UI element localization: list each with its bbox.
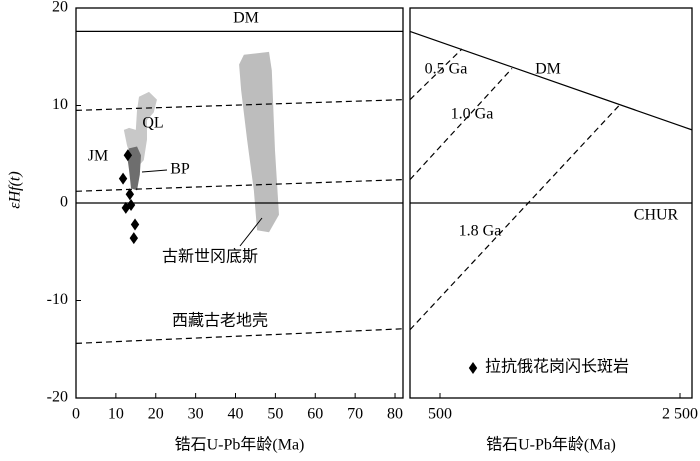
y-axis-label: εHf(t) bbox=[7, 171, 24, 208]
point bbox=[129, 232, 139, 245]
reference-line bbox=[409, 68, 513, 181]
x-tick-label: 0 bbox=[72, 406, 80, 423]
point bbox=[126, 198, 136, 211]
x-tick-label: 30 bbox=[188, 406, 204, 423]
reference-line bbox=[409, 48, 463, 101]
x-tick-label: 20 bbox=[148, 406, 164, 423]
line-label: 西藏古老地壳 bbox=[172, 312, 268, 330]
field bbox=[127, 146, 142, 191]
field bbox=[239, 51, 279, 233]
legend-marker bbox=[468, 362, 478, 374]
field-label: BP bbox=[170, 161, 190, 178]
point bbox=[125, 188, 135, 201]
x-tick-label: 80 bbox=[387, 406, 403, 423]
annotation: JM bbox=[88, 148, 108, 165]
y-tick-label: 20 bbox=[52, 0, 68, 16]
x-tick-label: 500 bbox=[428, 406, 452, 423]
y-tick-label: -20 bbox=[47, 389, 68, 406]
legend-label: 拉抗俄花岗闪长斑岩 bbox=[485, 358, 629, 376]
x-axis-label: 锆石U-Pb年龄(Ma) bbox=[175, 436, 305, 454]
leader-line bbox=[141, 169, 168, 173]
x-tick-label: 60 bbox=[307, 406, 323, 423]
reference-line bbox=[409, 104, 621, 331]
plot-frame bbox=[409, 7, 693, 399]
field-label: QL bbox=[142, 115, 163, 132]
reference-line bbox=[75, 99, 404, 111]
x-tick-label: 2 500 bbox=[662, 406, 698, 423]
x-tick-label: 50 bbox=[267, 406, 283, 423]
line-label: DM bbox=[535, 61, 561, 78]
point bbox=[123, 149, 133, 162]
x-axis-label: 锆石U-Pb年龄(Ma) bbox=[486, 436, 616, 454]
leader-line bbox=[239, 217, 263, 247]
reference-line bbox=[75, 328, 404, 344]
point bbox=[118, 172, 128, 185]
line-label: CHUR bbox=[634, 207, 679, 224]
field-label: 古新世冈底斯 bbox=[162, 248, 258, 266]
reference-line bbox=[409, 30, 693, 131]
x-tick-label: 40 bbox=[228, 406, 244, 423]
y-tick-label: 10 bbox=[52, 96, 68, 113]
line-label: 0.5 Ga bbox=[425, 61, 468, 78]
x-tick-label: 70 bbox=[347, 406, 363, 423]
x-tick-label: 10 bbox=[108, 406, 124, 423]
line-label: 1.8 Ga bbox=[459, 223, 502, 240]
y-tick-label: 0 bbox=[60, 194, 68, 211]
point bbox=[130, 218, 140, 231]
y-tick-label: -10 bbox=[47, 291, 68, 308]
line-label: 1.0 Ga bbox=[451, 106, 494, 123]
line-label: DM bbox=[233, 10, 259, 27]
